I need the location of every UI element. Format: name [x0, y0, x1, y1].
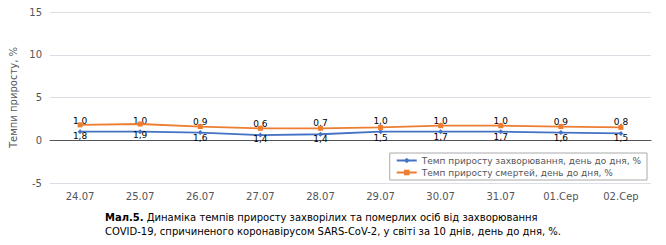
svg-text:30.07: 30.07: [426, 191, 455, 202]
svg-text:31.07: 31.07: [486, 191, 515, 202]
svg-text:1,7: 1,7: [433, 132, 447, 142]
svg-text:15: 15: [29, 7, 42, 18]
svg-text:Темпи приросту, %: Темпи приросту, %: [8, 47, 19, 149]
svg-text:29.07: 29.07: [366, 191, 395, 202]
svg-text:1,7: 1,7: [494, 132, 508, 142]
svg-text:Динаміка темпів приросту захво: Динаміка темпів приросту захворілих та п…: [144, 212, 538, 223]
svg-text:0,8: 0,8: [613, 117, 629, 128]
svg-text:0: 0: [36, 135, 42, 146]
svg-text:1,9: 1,9: [133, 130, 148, 140]
svg-text:5: 5: [36, 92, 42, 103]
svg-text:0,7: 0,7: [313, 118, 328, 129]
svg-text:-5: -5: [32, 178, 42, 189]
svg-text:1,8: 1,8: [73, 131, 88, 141]
svg-text:0,9: 0,9: [553, 116, 568, 127]
svg-text:02.Сер: 02.Сер: [603, 191, 638, 202]
svg-text:0,6: 0,6: [253, 119, 268, 130]
svg-text:COVID-19, спричиненого коронав: COVID-19, спричиненого коронавірусом SAR…: [105, 226, 561, 237]
svg-text:1,5: 1,5: [373, 133, 387, 143]
svg-text:1,6: 1,6: [554, 133, 569, 143]
svg-text:27.07: 27.07: [246, 191, 275, 202]
svg-text:01.Сер: 01.Сер: [543, 191, 578, 202]
svg-text:1,0: 1,0: [133, 115, 148, 126]
svg-text:1,4: 1,4: [253, 134, 268, 144]
svg-text:26.07: 26.07: [186, 191, 215, 202]
svg-text:28.07: 28.07: [306, 191, 335, 202]
svg-text:25.07: 25.07: [126, 191, 155, 202]
svg-text:1,0: 1,0: [493, 115, 508, 126]
svg-text:Мал.5.: Мал.5.: [105, 212, 144, 223]
svg-text:1,0: 1,0: [433, 115, 448, 126]
svg-text:1,4: 1,4: [313, 134, 328, 144]
svg-text:1,0: 1,0: [373, 116, 388, 126]
svg-text:Темп приросту захворювання, де: Темп приросту захворювання, день до дня,…: [421, 156, 642, 166]
svg-text:1,0: 1,0: [72, 115, 88, 126]
svg-text:1,6: 1,6: [193, 133, 208, 143]
svg-text:1,5: 1,5: [614, 133, 628, 143]
svg-text:Темп приросту смертей, день до: Темп приросту смертей, день до дня, %: [421, 168, 614, 178]
svg-text:0,9: 0,9: [193, 116, 208, 127]
svg-text:10: 10: [29, 49, 42, 60]
svg-text:24.07: 24.07: [66, 191, 95, 202]
